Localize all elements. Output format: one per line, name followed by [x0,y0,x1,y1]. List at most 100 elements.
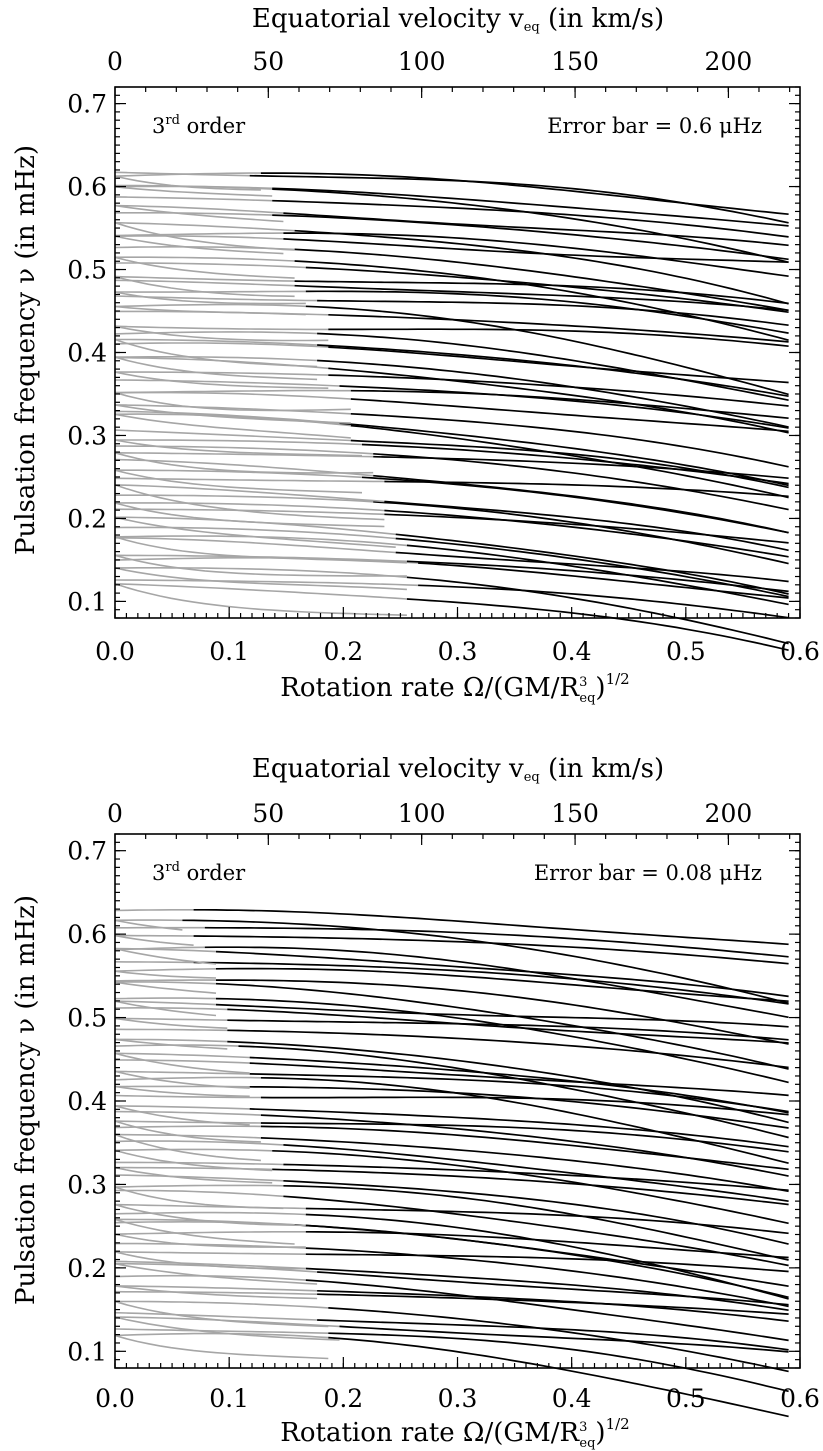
panel-1-mode-line-gray [114,469,363,494]
panel-2-mode-line-black [305,1247,789,1308]
panel-1-mode-line-gray [114,221,295,232]
panel-1-x-tick-label: 0.1 [209,637,249,666]
panel-2-mode-line-gray [114,970,217,979]
panel-2-mode-line-black [305,1267,789,1312]
panel-1-mode-line-black [350,412,789,468]
panel-1-mode-line-gray [114,391,351,412]
panel-1-mode-line-gray [114,516,396,548]
panel-2-mode-line-black [317,1319,789,1351]
panel-1-mode-line-gray [114,204,284,223]
panel-1-mode-line-gray [114,484,385,503]
panel-1-y-tick-label: 0.1 [67,587,107,616]
panel-2-mode-line-gray [114,997,217,1000]
panel-1-mode-line-black [395,537,789,598]
panel-2-mode-line-gray [114,1120,261,1124]
panel-1-mode-line-gray [114,502,385,528]
panel-2-mode-line-black [305,1213,789,1300]
panel-1-mode-line-gray [114,526,396,540]
panel-1-mode-line-gray [115,439,363,446]
panel-2-mode-line-gray [114,1140,284,1146]
panel-1-mode-line-gray [114,536,407,564]
panel-2-mode-line-black [216,979,789,1045]
panel-2-mode-line-black [305,1230,789,1259]
panel-2-mode-line-gray [114,979,216,982]
panel-2-mode-line-gray [114,1094,261,1099]
panel-1-x-tick-label: 0.4 [552,637,592,666]
panel-2: Equatorial velocity veq (in km/s) Rotati… [11,754,820,1451]
panel-1-top-x-tick-label: 200 [705,47,753,76]
panel-2-mode-lines [114,908,789,1418]
panel-2-mode-line-black [227,1040,789,1124]
panel-2-mode-line-gray [114,1203,306,1227]
panel-2-mode-line-black [328,1307,789,1373]
panel-1-ylabel: Pulsation frequency ν (in mHz) [11,145,41,555]
panel-2-mode-line-gray [115,1059,250,1064]
panel-1-top-x-tick-label: 150 [551,47,599,76]
panel-1-mode-line-gray [114,196,273,202]
panel-1-mode-line-black [373,500,789,565]
panel-2-mode-line-black [305,1207,789,1235]
panel-2-mode-line-black [328,1332,789,1393]
panel-2-mode-line-gray [114,1218,295,1245]
panel-2-mode-line-gray [114,1085,250,1098]
panel-2-mode-line-gray [115,1038,228,1043]
panel-2-mode-line-gray [114,1285,318,1292]
panel-2-x-tick-label: 0.5 [666,1384,706,1413]
panel-1-mode-line-gray [114,502,385,512]
panel-1-order-label: 3rd order [152,113,246,138]
panel-1-mode-line-gray [114,303,306,308]
panel-2-mode-line-gray [114,1231,306,1235]
panel-2-mode-line-black [260,1125,789,1171]
panel-2-mode-line-black [215,997,789,1084]
panel-2-mode-line-black [317,1293,789,1315]
panel-1-mode-line-gray [114,342,329,348]
panel-1-x-tick-label: 0.6 [780,637,820,666]
panel-2-mode-line-gray [115,1300,329,1309]
panel-2-mode-line-gray [114,1076,261,1081]
panel-2-mode-line-gray [114,1110,261,1116]
panel-2-mode-line-gray [114,1184,284,1188]
panel-1-mode-line-black [272,188,789,264]
panel-2-mode-line-black [283,1184,789,1261]
panel-2-mode-line-black [249,1108,789,1148]
panel-1-mode-line-gray [114,583,407,616]
panel-2-x-tick-label: 0.1 [209,1384,249,1413]
panel-1-frame [114,86,801,619]
panel-1-mode-line-gray [114,371,329,389]
panel-2-top-x-tick-label: 200 [705,799,753,828]
panel-2-mode-line-gray [114,1148,273,1152]
panel-1-mode-line-black [418,584,789,619]
panel-2-ticks: 0.0 0.1 0.2 0.3 0.4 0.5 0.6 0 50 100 150 200 0.1 0.2 0… [67,799,820,1413]
panel-1-mode-line-black [395,533,789,595]
panel-2-mode-line-gray [114,947,217,965]
panel-2-mode-line-gray [114,1133,261,1162]
panel-1-mode-line-gray [114,389,351,394]
panel-2-mode-line-gray [114,1300,329,1328]
panel-2-mode-line-black [272,1168,789,1206]
panel-1-mode-line-black [317,332,789,402]
panel-1-mode-line-gray [114,583,407,600]
panel-1-mode-line-gray [114,204,284,214]
panel-1-x-tick-label: 0.3 [438,637,478,666]
panel-2-mode-line-gray [114,1262,318,1285]
panel-1-mode-line-black [350,424,789,499]
panel-1-x-tick-label: 0.0 [95,637,135,666]
panel-2-y-tick-label: 0.5 [67,1004,107,1033]
panel-2-xlabel: Rotation rate Ω/(GM/R3 eq)1/2 [280,1415,629,1451]
panel-2-mode-line-gray [114,1186,284,1210]
panel-2-mode-line-black [339,1325,789,1353]
panel-1-mode-line-black [317,344,789,398]
panel-1-mode-line-black [339,422,789,487]
panel-2-mode-line-gray [114,1052,250,1059]
panel-1-mode-line-gray [114,458,374,477]
panel-2-mode-line-black [260,1076,789,1165]
panel-1-mode-line-black [294,248,789,312]
panel-1-mode-line-black [384,509,789,558]
panel-2-mode-line-black [249,1056,789,1114]
panel-2-mode-line-gray [114,1125,261,1129]
panel-2-mode-line-black [272,1149,789,1225]
panel-1-mode-line-gray [114,275,295,282]
panel-2-top-x-tick-label: 50 [252,799,284,828]
panel-1-mode-line-black [294,229,789,305]
panel-2-mode-line-gray [114,1017,228,1021]
